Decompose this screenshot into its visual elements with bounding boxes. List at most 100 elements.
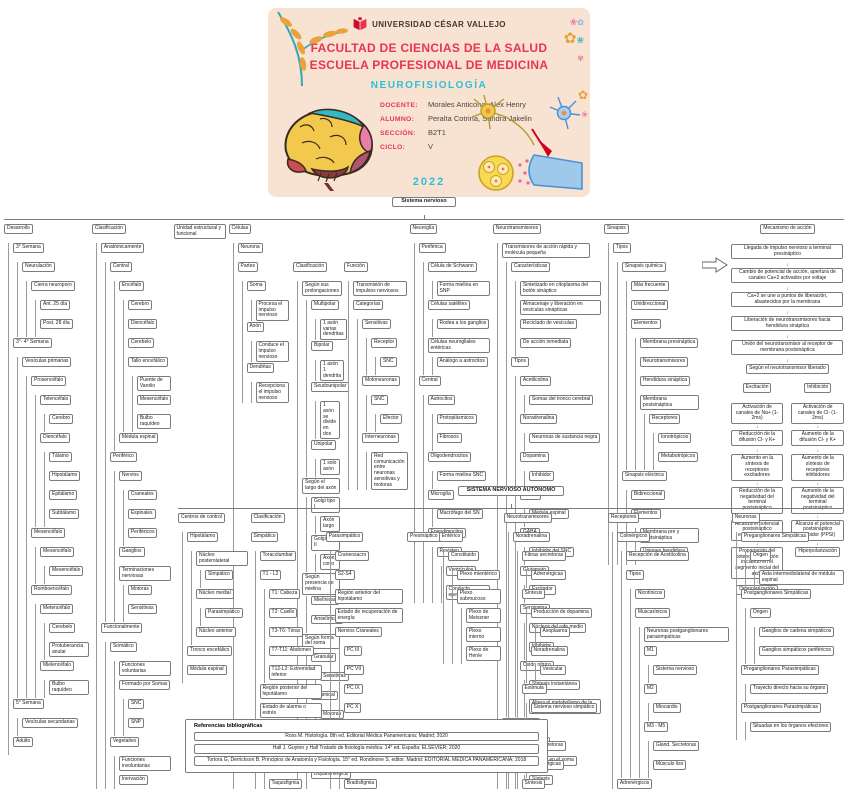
map-box: Motoneuronas (361, 376, 400, 386)
map-node: Tipos Nicotínicos Muscarínicos Neuronas pos… (625, 570, 729, 778)
map-node: Gland. Secretoras (652, 741, 729, 759)
map-box: Partes (237, 262, 258, 272)
header-card: ❀✿ ✿❀ ✾ ✿ ❀ UNIVERSIDAD CÉSAR VALLEJO FA… (268, 8, 590, 197)
brain-illustration (284, 108, 374, 191)
map-box: Sinapsis eléctrica (621, 471, 667, 481)
map-box: Mesencéfalo (49, 566, 84, 576)
map-box: Según el neurotransmisor liberado (746, 364, 829, 374)
map1-title: Sistema nervioso (392, 197, 456, 207)
map-box: Elementos (630, 319, 661, 329)
map-box: Médula espinal (187, 665, 227, 675)
map-node: Médula espinal (187, 665, 248, 683)
map-node: Núcleo anterior (196, 627, 248, 645)
map-node: Centros de control Hipotálamo Núcleo poste… (178, 513, 248, 684)
map-box: Hendidura sináptica (639, 376, 691, 386)
map-box: Nervios Craneales (334, 627, 382, 637)
map-box: Llegada de impulso nervioso a terminal p… (731, 244, 844, 260)
map-node: Producción de dopamina Axoplasma (530, 608, 605, 645)
map-children: Cerebro (44, 414, 89, 432)
map-box: Recepción de Acetilcolina (625, 551, 689, 561)
map-node: Activación de canales de Cl- (1-2ms) (791, 403, 844, 425)
map-box: Romboencéfalo (31, 585, 73, 595)
map-box: Unidad estructural y funcional (173, 224, 226, 240)
map-box: 1 axón varias dendritas (320, 319, 347, 341)
map-box: Nicotínicos (634, 589, 666, 599)
map-children: SNC Efector (365, 395, 407, 432)
map-node: Neuronas Preganglionares Simpáticas Origen… (731, 513, 844, 741)
map-node: Cerebro (49, 414, 89, 432)
map-children: Prosencéfalo Telencéfalo Cerebro Diencéfalo… (26, 376, 89, 698)
map-box: Activación de canales de Cl- (1-2ms) (791, 403, 844, 425)
school-title: ESCUELA PROFESIONAL DE MEDICINA (309, 58, 549, 72)
map-box: Entérico (438, 532, 464, 542)
year-label: 2022 (412, 176, 446, 188)
map-box: PC VII (343, 665, 365, 675)
map-box: PC X (343, 703, 362, 713)
map-children: Inhibidor (523, 471, 601, 489)
map-box: Fibras secretoras (521, 551, 567, 561)
map-children: Efector (374, 414, 407, 432)
map-box: Colinérgicos (616, 532, 651, 542)
map-node: Reciclado de vesículas (519, 319, 601, 337)
course-title: NEUROFISIOLOGÍA (370, 80, 488, 91)
map-node: PC X (343, 703, 403, 721)
flower-decorations: ❀✿ ✿❀ ✾ (538, 12, 584, 66)
map-box: S2-S4 (334, 570, 355, 580)
map-children: Rodea a los ganglios (431, 319, 490, 337)
map-node: Metencéfalo Cerebelo Protuberancia anular (40, 604, 89, 660)
map-node: Formado por Somas SNC SNP (118, 680, 171, 736)
map-children: Sintetizado en citoplasma del botón siná… (514, 281, 601, 356)
map-node: Fibras secretoras Adrenérgicas (521, 551, 605, 588)
map-node: Almacenaje y liberación en vesículas sin… (519, 300, 601, 318)
map-box: Toracolumbar (259, 551, 296, 561)
map-children: SNC SNP (122, 699, 171, 736)
map-children: Vesicular (534, 665, 605, 683)
map-node: 1 solo axón (320, 459, 340, 477)
map-node: Nervios Craneales PC III PC VII PC IX PC X (334, 627, 403, 721)
map-box: M3 - M5 (643, 722, 669, 732)
map-box: Fibrosos (436, 433, 462, 443)
map-children: Puente de Varolio Mesencéfalo Bulbo raquíd… (131, 376, 172, 432)
map-node: Diencéfalo (127, 319, 171, 337)
map-box: Periférico (109, 452, 137, 462)
map-node: Simpático (205, 570, 248, 588)
map-box: SNC (379, 357, 397, 367)
map-node: Diencéfalo Tálamo Hipotálamo Epitálamo Subtá… (40, 433, 89, 527)
map-node: Axón Conduce el impulso nervioso (246, 322, 290, 363)
map-children: Activación de canales de Cl- (1-2ms) Aume… (791, 403, 844, 565)
map-node: Llegada de impulso nervioso a terminal p… (731, 244, 844, 262)
bibliography-title: Referencias bibliográficas (194, 723, 263, 729)
map-box: Procesa el impulso nervioso (255, 300, 290, 322)
map-node: Craneales (127, 490, 171, 508)
map-node: Epitálamo (49, 490, 89, 508)
map-node: Motoneuronas SNC Efector (361, 376, 407, 432)
map-node: Plexo submucoso Plexo de Meissner Plexo in… (456, 589, 501, 664)
map-box: Sinapsis (603, 224, 629, 234)
map-children: Somas del tronco cerebral (523, 395, 601, 413)
map-box: SNC (127, 699, 145, 709)
map-children: Motoras Sensitivas (122, 585, 171, 622)
map-node: Metabotrópicos (657, 452, 699, 470)
map-node: Microglía Macrófago del SN (427, 490, 490, 527)
map-node: Ant. 25 día (40, 300, 89, 318)
flower-icon: ✾ (577, 54, 584, 63)
map-box: 5° Semana (13, 699, 44, 709)
map-node: Neuronas postganglionares parasimpáticas (643, 627, 729, 645)
flower-icon: ✿ (577, 88, 588, 102)
map-node: Hiperpolarización (795, 542, 840, 565)
map-children: Neurulación Cierra neuroporo Ant. 25 día Po… (17, 262, 89, 337)
map-box: Diencéfalo (40, 433, 70, 443)
map-box: Inhibidor (528, 471, 555, 481)
map-box: Producción de dopamina (530, 608, 592, 618)
map-node: Tronco encefálico (187, 646, 248, 664)
map-node: Según sus prolongaciones Multipolar 1 axón… (302, 281, 350, 478)
map-box: Transmisión de impulsos nerviosos (352, 281, 407, 297)
map-node: Sistema nervioso simpático (530, 703, 605, 721)
map-box: Axón (246, 322, 264, 332)
info-fields: DOCENTE: Morales Anticona, Alex Henry ALUM… (380, 100, 590, 151)
map-children: Anatómicamente Central Encéfalo Cerebro Dien… (95, 243, 172, 789)
map-box: Adrenérgicos (616, 779, 653, 789)
map-box: Plexo submucoso (456, 589, 501, 605)
map-node: Cerebelo (49, 623, 89, 641)
map-box: Transmisores de acción rápida y molécula… (501, 243, 590, 259)
